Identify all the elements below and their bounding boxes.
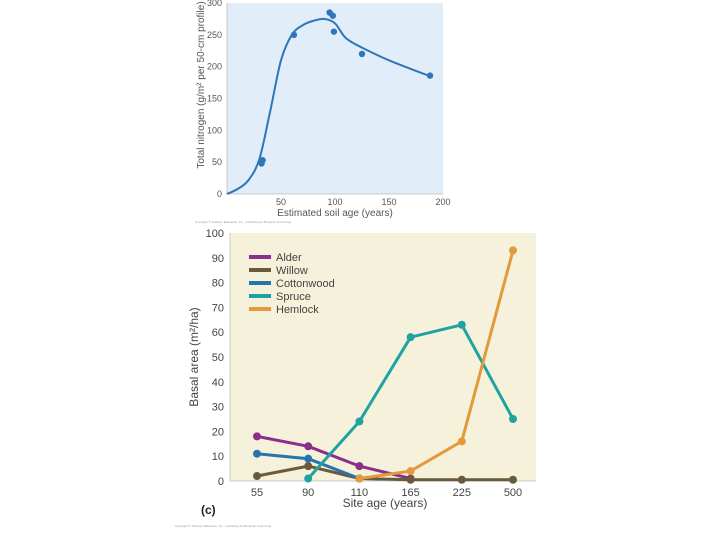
basal-x-tick: 165: [401, 487, 419, 499]
hemlock-data-point: [509, 246, 517, 255]
alder-data-point: [304, 442, 313, 451]
nitrogen-y-tick: 300: [207, 0, 222, 8]
nitrogen-fit-curve: [226, 17, 431, 195]
nitrogen-x-tick: 150: [381, 197, 396, 207]
basal-y-tick: 0: [218, 476, 224, 488]
spruce-data-point: [304, 474, 313, 483]
nitrogen-y-tick: 50: [212, 157, 222, 167]
basal-x-tick: 110: [351, 487, 369, 499]
alder-series-line: [255, 434, 413, 480]
nitrogen-y-tick: 0: [217, 189, 222, 199]
panel-label: (c): [201, 503, 216, 517]
nitrogen-data-point: [259, 157, 266, 164]
willow-data-point: [406, 475, 415, 484]
alder-data-point: [253, 432, 261, 441]
nitrogen-y-tick: 150: [207, 94, 222, 104]
hemlock-data-point: [457, 437, 466, 446]
nitrogen-x-tick: 100: [327, 197, 342, 207]
basal-x-label: Site age (years): [343, 496, 428, 510]
basal-y-tick: 70: [212, 302, 224, 314]
basal-credit: Copyright © Pearson Education, Inc., pub…: [175, 524, 272, 528]
willow-series-line: [255, 464, 515, 482]
nitrogen-y-tick: 250: [207, 30, 222, 40]
nitrogen-data-point: [290, 31, 298, 39]
cottonwood-data-point: [253, 449, 261, 458]
nitrogen-y-label: Total nitrogen (g/m² per 50-cm profile): [196, 1, 207, 168]
hemlock-legend-label: Hemlock: [276, 304, 319, 316]
basal-y-tick: 90: [212, 253, 224, 265]
nitrogen-x-label: Estimated soil age (years): [277, 208, 393, 219]
spruce-data-point: [457, 320, 466, 329]
alder-data-point: [355, 462, 364, 471]
spruce-data-point: [406, 333, 415, 342]
nitrogen-y-tick: 100: [207, 125, 222, 135]
basal-x-tick: 225: [453, 487, 471, 499]
basal-y-tick: 60: [212, 327, 224, 339]
nitrogen-x-tick: 50: [276, 197, 286, 207]
nitrogen-data-point: [329, 12, 337, 19]
nitrogen-data-point: [426, 72, 434, 79]
hemlock-series-line: [357, 248, 515, 480]
spruce-data-point: [355, 417, 364, 426]
willow-data-point: [509, 475, 517, 484]
willow-legend-label: Willow: [276, 265, 308, 277]
spruce-legend-label: Spruce: [276, 291, 311, 303]
nitrogen-data-point: [358, 50, 366, 58]
willow-data-point: [457, 475, 466, 484]
hemlock-data-point: [355, 474, 364, 483]
willow-data-point: [253, 472, 261, 481]
basal-x-tick: 90: [302, 487, 314, 499]
basal-x-tick: 55: [251, 487, 263, 499]
basal-y-tick: 30: [212, 402, 224, 414]
willow-data-point: [304, 462, 313, 471]
cottonwood-data-point: [304, 454, 313, 463]
nitrogen-y-tick: 200: [207, 62, 222, 72]
alder-legend-label: Alder: [276, 252, 302, 264]
hemlock-data-point: [406, 467, 415, 476]
basal-y-tick: 20: [212, 426, 224, 438]
cottonwood-legend-label: Cottonwood: [276, 278, 335, 290]
basal-y-tick: 80: [212, 278, 224, 290]
basal-y-tick: 10: [212, 451, 224, 463]
basal-y-tick: 40: [212, 377, 224, 389]
basal-y-tick: 50: [212, 352, 224, 364]
basal-y-label: Basal area (m²/ha): [187, 307, 201, 406]
basal-y-tick: 100: [206, 228, 224, 240]
spruce-data-point: [509, 415, 517, 423]
nitrogen-data-point: [330, 28, 338, 35]
nitrogen-x-tick: 200: [435, 197, 450, 207]
basal-x-tick: 500: [504, 487, 522, 499]
nitrogen-credit: Copyright © Pearson Education, Inc., pub…: [195, 220, 292, 224]
nitrogen-chart: 0 50 100 150 200 250 300 50 100 150 200 Total nit…: [195, 0, 451, 224]
